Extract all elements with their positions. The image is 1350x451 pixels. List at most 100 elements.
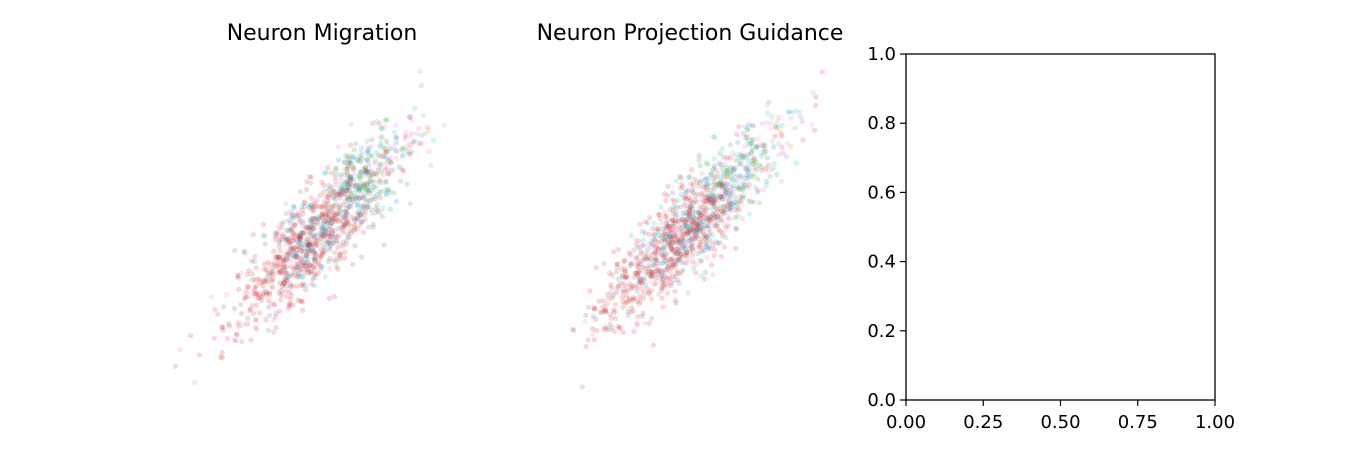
scatter-point	[317, 255, 323, 262]
scatter-point	[258, 280, 264, 286]
scatter-point	[652, 275, 659, 282]
scatter-point	[356, 210, 363, 216]
scatter-point	[653, 256, 659, 262]
scatter-point	[350, 155, 357, 161]
scatter-point	[255, 276, 261, 282]
scatter-point	[296, 233, 302, 239]
scatter-point	[328, 243, 334, 249]
scatter-point	[755, 188, 761, 194]
scatter-point	[724, 181, 730, 187]
scatter-point	[661, 280, 667, 286]
scatter-point	[332, 171, 339, 177]
scatter-point	[296, 246, 303, 252]
scatter-point	[613, 290, 619, 296]
scatter-point	[759, 142, 765, 149]
scatter-point	[703, 175, 710, 182]
scatter-point	[716, 205, 723, 211]
scatter-point	[592, 306, 598, 312]
scatter-point	[269, 268, 275, 275]
scatter-point	[620, 298, 626, 304]
scatter-point	[365, 224, 371, 230]
scatter-point	[684, 224, 690, 230]
scatter-point	[248, 258, 255, 264]
scatter-point	[653, 245, 659, 251]
scatter-point	[642, 321, 648, 327]
scatter-point	[779, 133, 785, 140]
scatter-point	[651, 236, 657, 243]
scatter-point	[287, 245, 293, 251]
scatter-point	[717, 240, 723, 246]
scatter-point	[290, 245, 297, 251]
scatter-point	[650, 237, 656, 243]
scatter-point	[341, 213, 348, 220]
scatter-point	[298, 256, 304, 263]
scatter-point	[294, 251, 300, 258]
scatter-point	[670, 237, 676, 243]
scatter-point	[327, 255, 333, 262]
scatter-point	[358, 206, 365, 212]
scatter-point	[637, 279, 643, 285]
scatter-point	[712, 246, 718, 253]
scatter-point	[263, 290, 270, 296]
scatter-point	[314, 242, 321, 249]
scatter-point	[688, 203, 694, 209]
scatter-point	[319, 227, 326, 233]
scatter-point	[720, 170, 726, 176]
scatter-point	[666, 239, 672, 245]
scatter-point	[377, 162, 383, 168]
scatter-point	[718, 212, 725, 218]
scatter-point	[659, 260, 666, 266]
scatter-point	[393, 122, 399, 129]
scatter-point	[288, 264, 295, 270]
y-tick-label: 0.6	[867, 182, 896, 203]
scatter-point	[712, 182, 719, 188]
scatter-point	[693, 226, 699, 233]
scatter-point	[277, 248, 283, 254]
scatter-point	[579, 384, 586, 390]
scatter-point	[646, 241, 652, 247]
scatter-point	[672, 251, 678, 257]
scatter-point	[661, 236, 667, 242]
scatter-point	[671, 203, 677, 210]
scatter-point	[741, 155, 748, 161]
scatter-point	[297, 236, 303, 243]
scatter-point	[682, 201, 688, 207]
scatter-point	[705, 161, 711, 168]
scatter-point	[694, 224, 700, 231]
scatter-point	[667, 228, 673, 235]
scatter-point	[678, 242, 685, 248]
scatter-point	[733, 207, 739, 214]
scatter-point	[721, 180, 727, 186]
scatter-point	[326, 247, 333, 253]
scatter-point	[253, 318, 259, 324]
scatter-point	[704, 254, 710, 260]
scatter-point	[676, 270, 683, 277]
scatter-point	[303, 283, 309, 289]
scatter-point	[683, 210, 690, 216]
scatter-point	[332, 234, 339, 240]
scatter-point	[322, 244, 328, 251]
scatter-point	[369, 210, 375, 216]
scatter-point	[637, 269, 643, 275]
scatter-point	[294, 253, 301, 260]
scatter-point	[651, 231, 658, 238]
scatter-point	[397, 178, 404, 184]
scatter-point	[675, 197, 681, 203]
scatter-point	[674, 250, 680, 256]
scatter-point	[344, 238, 350, 244]
scatter-point	[312, 226, 318, 232]
scatter-point	[728, 176, 735, 182]
scatter-point	[303, 287, 309, 293]
scatter-point	[590, 313, 596, 320]
scatter-point	[296, 270, 302, 276]
scatter-point	[665, 241, 671, 247]
scatter-point	[350, 190, 356, 196]
scatter-point	[745, 169, 751, 176]
scatter-point	[275, 254, 282, 260]
scatter-point	[708, 262, 715, 268]
scatter-point	[291, 235, 297, 242]
scatter-point	[276, 254, 282, 261]
scatter-point	[353, 183, 359, 190]
scatter-point	[772, 122, 778, 129]
scatter-point	[256, 294, 262, 301]
